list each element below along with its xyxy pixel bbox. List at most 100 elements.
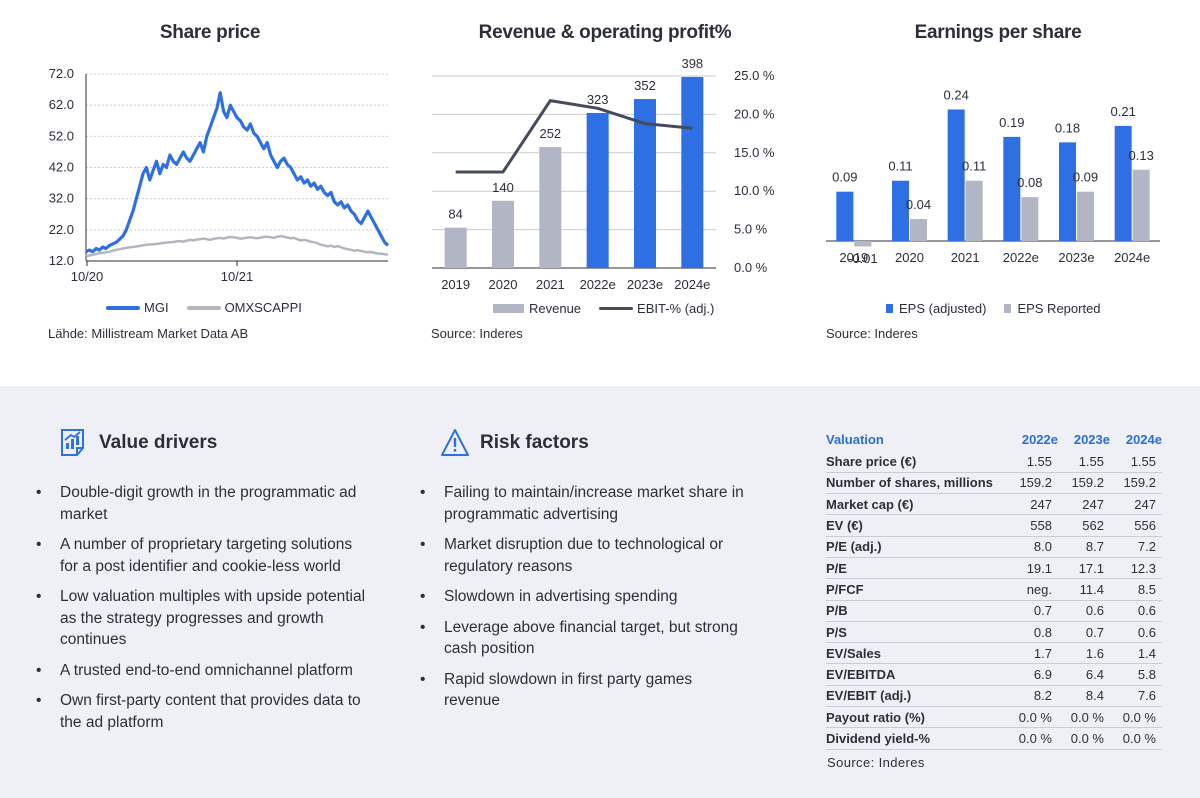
revenue-title: Revenue & operating profit% [478,22,732,43]
eps-source: Source: Inderes [826,326,918,341]
valuation-cell: 12.3 [1110,557,1162,580]
valuation-row: P/E (adj.) 8.0 8.7 7.2 [826,536,1162,558]
valuation-row-label: EV/EBITDA [826,663,1006,686]
eps-adjusted-label: 0.21 [1111,104,1136,119]
risk-factors-list: Failing to maintain/increase market shar… [420,482,750,721]
revenue-bar-label: 252 [539,126,561,141]
valuation-row-label: P/FCF [826,578,1006,601]
valuation-table: Valuation 2022e 2023e 2024e Share price … [826,430,1162,750]
eps-reported-bar [1021,197,1039,241]
eps-reported-label: 0.04 [906,197,931,212]
eps-adjusted-bar [1114,125,1132,241]
mgi-series-line [85,91,390,254]
valuation-row: Dividend yield-% 0.0 % 0.0 % 0.0 % [826,727,1162,750]
y-tick-label: 32.0 [49,191,74,206]
eps-reported-bar [1132,169,1150,241]
ebit-series-line [455,99,693,174]
y-tick-label: 72.0 [49,66,74,81]
y2-tick-label: 15.0 % [734,145,775,160]
valuation-header-label: Valuation [826,432,884,447]
legend-eps-adj: EPS (adjusted) [886,301,986,316]
value-driver-item: Own first-party content that provides da… [36,690,366,733]
risk-factor-item: Market disruption due to technological o… [420,534,750,577]
x-tick-label: 2021 [536,277,565,292]
x-tick-label: 2024e [674,277,710,292]
valuation-cell: 7.2 [1110,536,1162,558]
valuation-row: P/E 19.1 17.1 12.3 [826,557,1162,580]
valuation-row: P/FCF neg. 11.4 8.5 [826,578,1162,601]
valuation-row: P/B 0.7 0.6 0.6 [826,600,1162,622]
risk-factor-item: Slowdown in advertising spending [420,586,750,608]
valuation-cell: 0.0 % [1110,706,1162,729]
valuation-row-label: P/B [826,600,1006,622]
valuation-cell: 1.7 [1006,642,1058,665]
eps-title: Earnings per share [914,22,1082,43]
valuation-cell: 8.2 [1006,685,1058,708]
valuation-cell: 247 [1006,493,1058,516]
revenue-bar-label: 84 [448,207,462,222]
valuation-cell: 558 [1006,514,1058,537]
revenue-bar [634,99,656,268]
x-tick-label: 2022e [1003,250,1039,265]
y-tick-label: 12.0 [49,253,74,268]
valuation-cell: 1.55 [1058,451,1110,473]
y-tick-label: 22.0 [49,222,74,237]
legend-eps-adj-label: EPS (adjusted) [899,301,987,316]
revenue-swatch [493,304,524,313]
legend-omx-label: OMXSCAPPI [224,300,302,315]
x-tick-label: 2022e [580,277,616,292]
valuation-row: Number of shares, millions 159.2 159.2 159.… [826,472,1162,495]
revenue-source: Source: Inderes [431,326,523,341]
legend-omx: OMXSCAPPI [186,300,302,315]
y2-tick-label: 10.0 % [734,183,775,198]
x-tick-label: 2019 [441,277,470,292]
share-price-chart: 72.0 62.0 52.0 42.0 32.0 22.0 12.010/20 10/21 25… [49,56,1160,292]
share-price-legend: MGI OMXSCAPPI [106,300,320,315]
share-price-source: Lähde: Millistream Market Data AB [48,326,249,341]
y-tick-label: 42.0 [49,160,74,175]
valuation-cell: 0.0 % [1058,727,1110,750]
valuation-row-label: Share price (€) [826,451,1006,473]
valuation-cell: neg. [1006,578,1058,601]
valuation-row: EV/Sales 1.7 1.6 1.4 [826,642,1162,665]
eps-reported-label: -0.01 [848,251,878,266]
eps-rep-swatch [1004,304,1012,313]
x-tick-label: 2023e [627,277,663,292]
valuation-row-label: EV (€) [826,514,1006,537]
valuation-cell: 562 [1058,514,1110,537]
risk-factors-title: Risk factors [480,432,589,453]
valuation-cell: 247 [1058,493,1110,516]
legend-ebit: EBIT-% (adj.) [599,301,714,316]
revenue-legend: Revenue EBIT-% (adj.) [493,301,732,316]
valuation-cell: 0.6 [1110,600,1162,622]
valuation-cell: 6.4 [1058,663,1110,686]
x-tick-label: 10/21 [221,269,254,284]
valuation-header-year: 2022e [1021,432,1058,447]
omx-series-line [85,234,389,258]
y-tick-label: 52.0 [49,128,74,143]
eps-adjusted-label: 0.11 [888,159,912,174]
risk-factor-item: Rapid slowdown in first party games reve… [420,669,750,712]
revenue-bar [586,112,609,269]
legend-ebit-label: EBIT-% (adj.) [637,301,715,316]
valuation-cell: 0.6 [1058,600,1110,622]
valuation-header-year: 2024e [1125,432,1162,447]
x-tick-label: 2019 [839,250,868,265]
valuation-cell: 1.4 [1110,642,1162,665]
valuation-row: EV/EBIT (adj.) 8.2 8.4 7.6 [826,685,1162,708]
valuation-row-label: Dividend yield-% [826,727,1006,750]
revenue-bar [539,147,562,268]
valuation-row-label: Payout ratio (%) [826,706,1006,729]
valuation-cell: 159.2 [1006,472,1058,495]
value-driver-item: Low valuation multiples with upside pote… [36,586,366,651]
valuation-cell: 8.4 [1058,685,1110,708]
eps-adjusted-bar [1059,142,1076,241]
valuation-cell: 247 [1110,493,1162,516]
eps-legend: EPS (adjusted) EPS Reported [886,301,1119,316]
legend-mgi-label: MGI [144,300,169,315]
x-tick-label: 2024e [1114,250,1150,265]
x-tick-label: 2020 [489,277,518,292]
eps-adjusted-label: 0.18 [1055,120,1080,135]
eps-adjusted-label: 0.19 [999,115,1024,130]
valuation-cell: 17.1 [1058,557,1110,580]
